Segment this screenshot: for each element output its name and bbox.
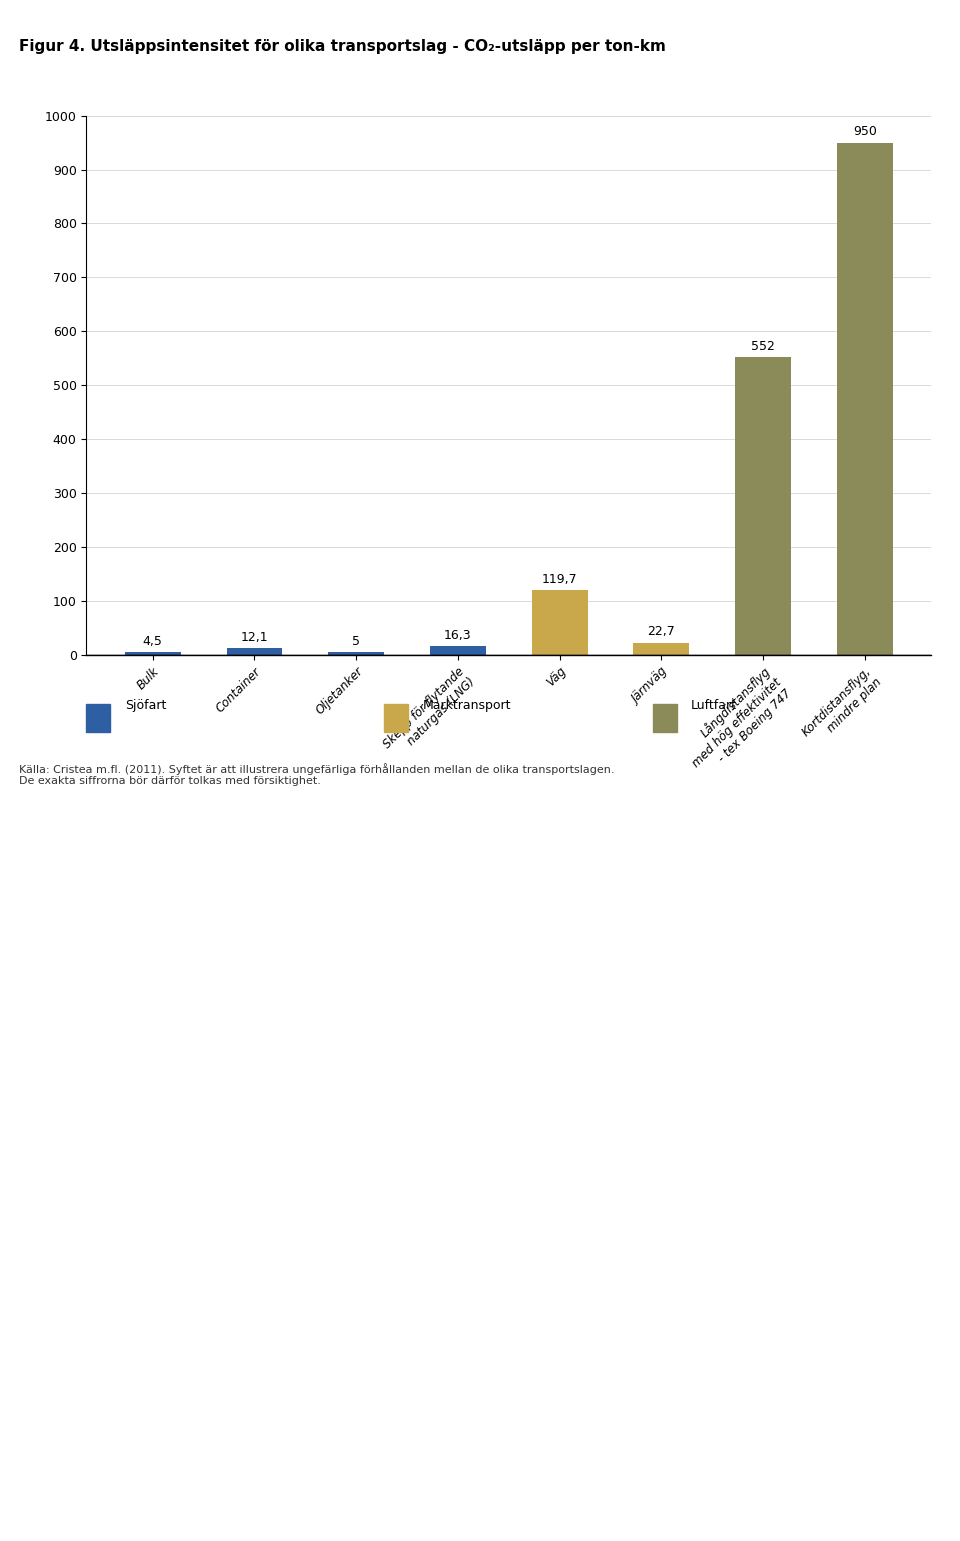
Text: Källa: Cristea m.fl. (2011). Syftet är att illustrera ungefärliga förhållanden m: Källa: Cristea m.fl. (2011). Syftet är a… xyxy=(19,763,614,786)
Bar xyxy=(837,143,893,655)
Text: 22,7: 22,7 xyxy=(647,626,675,638)
Bar xyxy=(125,652,180,655)
Bar xyxy=(328,652,384,655)
Bar xyxy=(430,646,486,655)
Text: 5: 5 xyxy=(352,635,360,647)
Text: 16,3: 16,3 xyxy=(444,629,471,641)
Bar xyxy=(735,358,791,655)
Bar xyxy=(634,643,689,655)
Bar xyxy=(532,590,588,655)
Text: 12,1: 12,1 xyxy=(241,632,268,644)
Text: Sjöfart: Sjöfart xyxy=(125,700,166,712)
Text: 552: 552 xyxy=(751,341,775,353)
Text: Luftfart: Luftfart xyxy=(691,700,737,712)
Text: 950: 950 xyxy=(852,125,876,139)
Text: 4,5: 4,5 xyxy=(143,635,162,649)
Text: Marktransport: Marktransport xyxy=(422,700,511,712)
Text: Figur 4. Utsläppsintensitet för olika transportslag - CO₂-utsläpp per ton-km: Figur 4. Utsläppsintensitet för olika tr… xyxy=(19,39,666,54)
Bar xyxy=(227,649,282,655)
Text: 119,7: 119,7 xyxy=(541,573,578,586)
